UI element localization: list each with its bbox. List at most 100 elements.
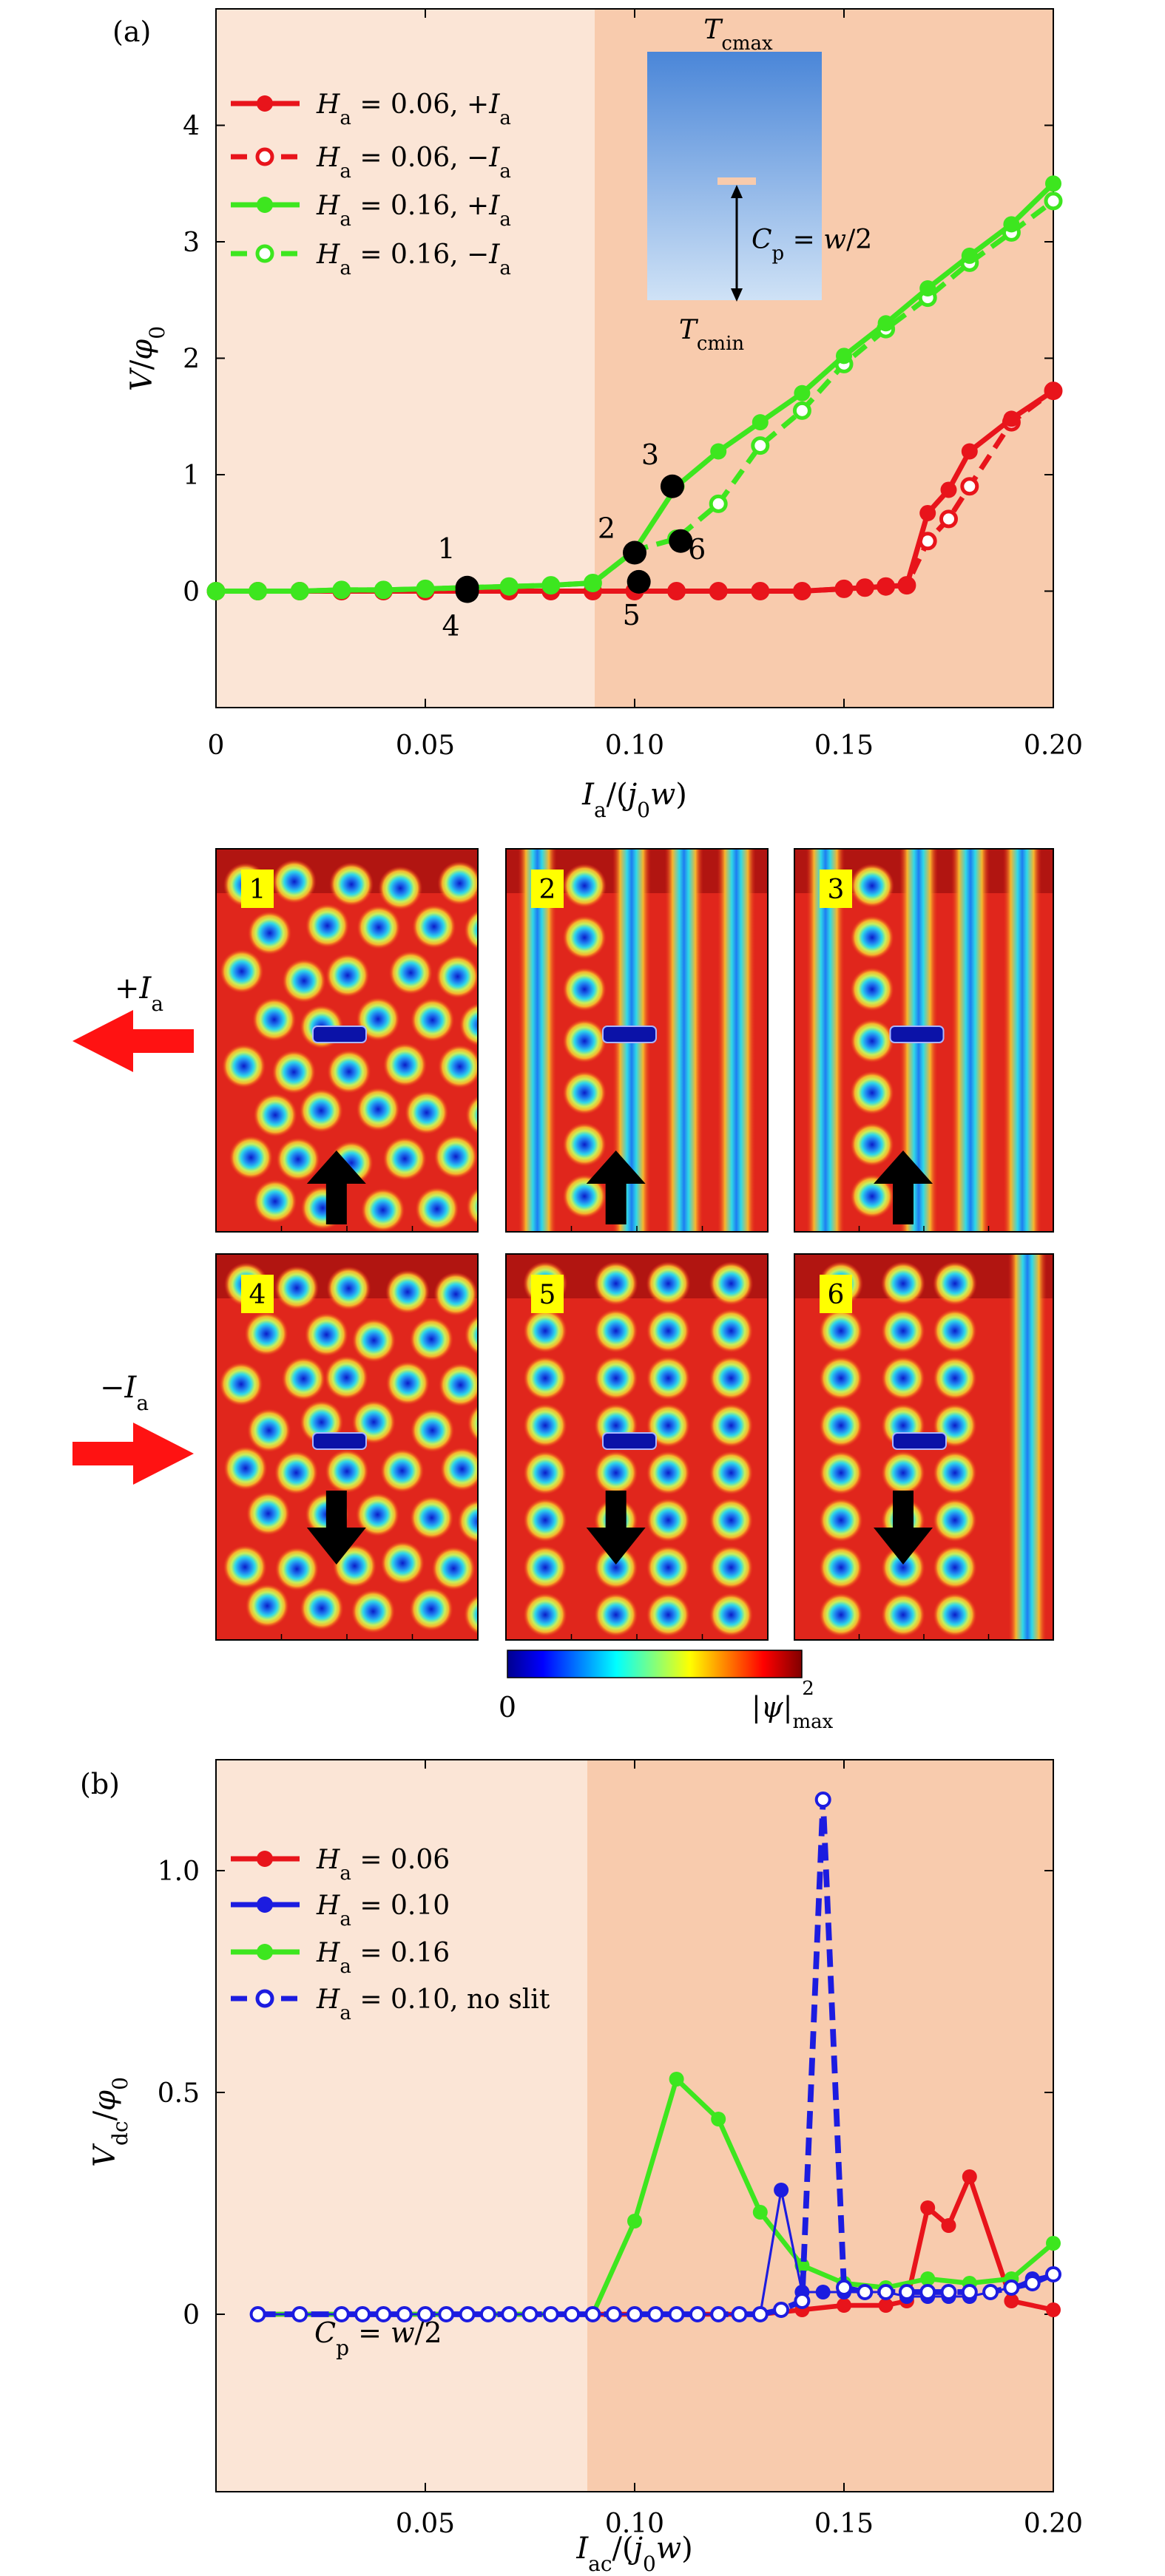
highlight-point-6 bbox=[669, 529, 693, 553]
b-data-point bbox=[668, 2306, 685, 2322]
vortex-spot bbox=[351, 1318, 396, 1363]
a-data-point bbox=[940, 481, 957, 498]
a-data-point bbox=[1045, 382, 1061, 399]
b-data-point bbox=[521, 2306, 538, 2322]
vortex-spot bbox=[933, 1261, 977, 1306]
a-xtick-label: 0.20 bbox=[1024, 731, 1083, 761]
a-data-point bbox=[877, 578, 894, 595]
vortex-spot bbox=[438, 1363, 478, 1408]
panel-b-xlabel: Iac/(j0w) bbox=[575, 2532, 692, 2576]
vortex-spot bbox=[411, 904, 456, 949]
a-data-point bbox=[542, 577, 559, 594]
b-data-point bbox=[962, 2169, 977, 2184]
highlight-point-3 bbox=[660, 474, 684, 498]
vortex-spot bbox=[593, 1309, 638, 1353]
b-data-point bbox=[438, 2306, 455, 2322]
b-xtick-label: 0.10 bbox=[605, 2509, 664, 2539]
vortex-spot bbox=[355, 1492, 400, 1537]
b-data-point bbox=[375, 2306, 392, 2322]
b-ytick-label: 0 bbox=[183, 2300, 200, 2331]
b-data-point bbox=[857, 2284, 874, 2300]
b-data-point bbox=[459, 2306, 476, 2322]
vortex-spot bbox=[646, 1261, 691, 1306]
a-data-point bbox=[857, 579, 874, 596]
vortex-channel bbox=[717, 849, 756, 1232]
b-data-point bbox=[752, 2205, 768, 2220]
vortex-spot bbox=[299, 1088, 344, 1133]
b-data-point bbox=[919, 2284, 936, 2300]
panel-a-xlabel: Ia/(j0w) bbox=[581, 778, 687, 822]
inset-cp-label: Cp = w/2 bbox=[752, 225, 872, 265]
a-ytick-label: 0 bbox=[183, 577, 200, 608]
a-data-point bbox=[291, 583, 308, 600]
vortex-spot bbox=[562, 864, 607, 908]
svg-text:Ha = 0.10, no slit: Ha = 0.10, no slit bbox=[316, 1984, 550, 2024]
vortex-channel bbox=[664, 849, 703, 1232]
vortex-spot bbox=[246, 1408, 291, 1453]
b-data-point bbox=[627, 2306, 643, 2322]
a-xtick-label: 0.10 bbox=[605, 731, 664, 761]
vortex-panel-frame bbox=[215, 848, 479, 1233]
vortex-panel-frame bbox=[505, 1253, 769, 1641]
panel-number-badge bbox=[241, 1275, 274, 1313]
a-data-point bbox=[961, 247, 978, 264]
a-data-point bbox=[794, 384, 811, 401]
a-data-point bbox=[752, 583, 769, 600]
vortex-spot bbox=[326, 1049, 371, 1094]
vortex-panel-field bbox=[216, 1254, 478, 1640]
slit-defect bbox=[889, 1026, 945, 1043]
vortex-spot bbox=[219, 1362, 264, 1407]
panel-number-badge bbox=[820, 870, 852, 908]
vortex-spot bbox=[385, 1360, 430, 1406]
vortex-spot bbox=[271, 1049, 317, 1094]
panel-number-label: 5 bbox=[539, 1280, 556, 1310]
vortex-spot bbox=[646, 1403, 691, 1448]
vortex-spot bbox=[933, 1309, 977, 1353]
vortex-panel-6: 6 bbox=[794, 1253, 1054, 1641]
panel-b-ticks: 0.05 0.10 0.15 0.20 0 0.5 1.0 bbox=[158, 1760, 1083, 2539]
vortex-spot bbox=[562, 915, 607, 960]
vortex-spot bbox=[709, 1261, 754, 1306]
a-data-point bbox=[1003, 216, 1020, 233]
b-data-point bbox=[731, 2306, 748, 2322]
vortex-spot bbox=[467, 1404, 478, 1443]
colorbar-min-label: 0 bbox=[499, 1691, 516, 1723]
highlight-label-1: 1 bbox=[438, 532, 456, 565]
vortex-spot bbox=[819, 1451, 863, 1495]
vortex-spot bbox=[593, 1451, 638, 1495]
slit-defect bbox=[601, 1432, 657, 1450]
b-data-point bbox=[752, 2306, 769, 2322]
vortex-spot bbox=[881, 1309, 925, 1353]
vortex-spot bbox=[410, 997, 455, 1043]
vortex-spot bbox=[325, 953, 370, 998]
vortex-spot bbox=[523, 1356, 568, 1400]
vortex-spot bbox=[850, 1019, 894, 1063]
b-data-point bbox=[836, 2280, 852, 2296]
vortex-panel-frame bbox=[215, 1253, 479, 1641]
vortex-spot bbox=[523, 1498, 568, 1542]
panel-b-series bbox=[249, 1792, 1061, 2322]
vortex-spot bbox=[465, 1094, 478, 1136]
colorbar-gradient bbox=[507, 1650, 803, 1678]
vortex-spot bbox=[244, 1312, 289, 1357]
b-data-point bbox=[396, 2306, 413, 2322]
vortex-panel-frame bbox=[794, 848, 1054, 1233]
a-data-point bbox=[375, 581, 392, 598]
vortex-spot bbox=[229, 1135, 274, 1180]
down-arrow-icon bbox=[874, 1491, 933, 1565]
vortex-spot bbox=[433, 1134, 478, 1179]
vortex-spot bbox=[562, 1071, 607, 1115]
a-ytick-label: 2 bbox=[183, 345, 200, 375]
b-data-point bbox=[982, 2284, 999, 2300]
vortex-spot bbox=[439, 1446, 478, 1491]
vortex-spot bbox=[351, 1589, 396, 1634]
vortex-spot bbox=[850, 864, 894, 908]
up-arrow-icon bbox=[874, 1150, 933, 1224]
a-data-point bbox=[1044, 191, 1063, 211]
vortex-spot bbox=[819, 1593, 863, 1637]
vortex-spot bbox=[646, 1545, 691, 1590]
a-data-point bbox=[1003, 410, 1020, 427]
panel-b-region-dark bbox=[587, 1760, 1053, 2492]
panel-number-badge bbox=[531, 1275, 564, 1313]
b-ytick-label: 0.5 bbox=[158, 2078, 200, 2109]
